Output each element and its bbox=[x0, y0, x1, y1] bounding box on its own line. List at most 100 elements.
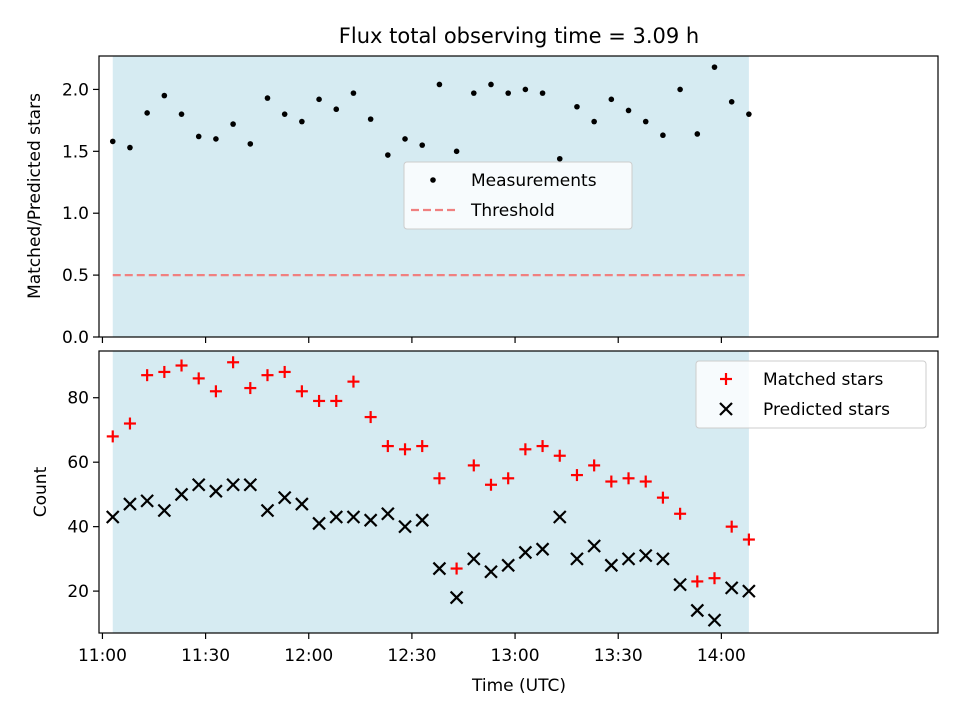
matched-star-point bbox=[227, 356, 240, 369]
matched-star-point bbox=[347, 375, 360, 388]
legend-matched-label: Matched stars bbox=[763, 370, 883, 390]
measurement-point bbox=[591, 118, 597, 125]
predicted-star-point bbox=[226, 477, 240, 492]
matched-star-point bbox=[553, 449, 566, 462]
top-ytick-label: 1.5 bbox=[62, 142, 89, 162]
measurement-point bbox=[127, 144, 133, 151]
top-ytick-label: 2.0 bbox=[62, 80, 89, 100]
predicted-star-point bbox=[690, 603, 705, 618]
predicted-star-point bbox=[467, 552, 481, 566]
top-legend-box bbox=[403, 161, 633, 230]
matched-star-point bbox=[605, 475, 618, 488]
matched-star-point bbox=[708, 572, 721, 585]
matched-star-point bbox=[450, 562, 463, 575]
top-ytick-label: 1.0 bbox=[62, 204, 89, 224]
predicted-star-point bbox=[312, 516, 326, 531]
measurement-point bbox=[213, 136, 219, 142]
matched-star-point bbox=[691, 575, 704, 588]
matched-star-point bbox=[622, 472, 635, 485]
measurement-point bbox=[402, 136, 408, 142]
top-axes-frame bbox=[98, 55, 939, 338]
legend-predicted-label: Predicted stars bbox=[763, 400, 890, 420]
top-panel: 0.00.51.01.52.0 Matched/Predicted stars … bbox=[25, 55, 939, 348]
matched-star-point bbox=[175, 359, 188, 372]
chart-title: Flux total observing time = 3.09 h bbox=[339, 24, 699, 48]
measurement-point bbox=[161, 92, 168, 99]
top-ylabel: Matched/Predicted stars bbox=[25, 93, 45, 299]
predicted-star-point bbox=[346, 510, 361, 524]
top-ytick-label: 0.0 bbox=[62, 328, 89, 348]
measurement-point bbox=[195, 133, 202, 140]
matched-star-point bbox=[141, 369, 154, 382]
matched-star-point bbox=[123, 417, 136, 430]
matched-star-point bbox=[244, 382, 257, 395]
bottom-ytick-label: 40 bbox=[67, 518, 89, 538]
matched-star-point bbox=[364, 411, 377, 424]
predicted-star-point bbox=[363, 513, 378, 527]
measurement-point bbox=[144, 110, 150, 116]
predicted-star-point bbox=[656, 552, 670, 566]
top-legend: Measurements Threshold bbox=[403, 161, 633, 230]
predicted-star-point bbox=[570, 552, 584, 566]
measurement-point bbox=[746, 111, 752, 117]
bottom-legend-box bbox=[695, 360, 927, 429]
measurement-point bbox=[539, 90, 546, 96]
measurement-point bbox=[470, 90, 477, 96]
measurement-point bbox=[230, 121, 236, 127]
matched-star-point bbox=[433, 472, 446, 485]
measurement-point bbox=[694, 131, 701, 137]
matched-star-point bbox=[399, 443, 412, 456]
predicted-star-point bbox=[260, 503, 275, 518]
measurement-point bbox=[109, 138, 116, 145]
matched-star-point bbox=[588, 459, 601, 472]
matched-star-point bbox=[261, 369, 274, 382]
predicted-star-point bbox=[501, 558, 515, 573]
measurement-point bbox=[522, 86, 529, 93]
measurement-point bbox=[299, 118, 305, 125]
matched-star-point bbox=[674, 507, 687, 520]
matched-star-point bbox=[278, 365, 291, 378]
predicted-star-point bbox=[243, 477, 258, 492]
matched-star-point bbox=[313, 394, 326, 407]
legend-measurements-marker bbox=[430, 177, 436, 183]
predicted-star-point bbox=[381, 506, 395, 521]
predicted-star-point bbox=[604, 558, 619, 573]
matched-star-point bbox=[330, 394, 343, 407]
measurement-point bbox=[247, 141, 254, 147]
legend-threshold-label: Threshold bbox=[470, 201, 555, 221]
measurement-point bbox=[453, 148, 460, 155]
bottom-legend: Matched stars Predicted stars bbox=[695, 360, 927, 429]
bottom-ytick-label: 20 bbox=[67, 582, 89, 602]
predicted-star-point bbox=[724, 581, 739, 595]
matched-star-point bbox=[158, 365, 171, 378]
matched-star-point bbox=[295, 385, 308, 398]
x-tick-label: 14:00 bbox=[697, 646, 746, 666]
bottom-ytick-label: 80 bbox=[67, 389, 89, 409]
bottom-panel: 20 40 60 80 11:00 11:30 12:00 12:30 13:00 13:30 1… bbox=[31, 350, 939, 696]
predicted-star-point bbox=[277, 490, 292, 505]
x-tick-label: 12:00 bbox=[284, 646, 333, 666]
matched-star-point bbox=[639, 475, 652, 488]
top-ytick-label: 0.5 bbox=[62, 266, 89, 286]
x-tick-label: 11:00 bbox=[78, 646, 127, 666]
measurement-point bbox=[728, 99, 735, 105]
matched-star-point bbox=[742, 533, 755, 546]
measurement-point bbox=[316, 96, 322, 103]
matched-star-point bbox=[502, 472, 515, 485]
predicted-star-point bbox=[105, 510, 120, 524]
measurement-point bbox=[711, 64, 718, 70]
measurement-point bbox=[488, 81, 494, 88]
measurement-point bbox=[419, 142, 426, 148]
legend-predicted-marker bbox=[719, 402, 733, 416]
x-tick-label: 12:30 bbox=[387, 646, 436, 666]
measurement-point bbox=[574, 103, 580, 110]
measurement-point bbox=[436, 81, 443, 88]
predicted-star-point bbox=[329, 510, 344, 524]
measurement-point bbox=[350, 90, 357, 96]
predicted-star-point bbox=[174, 487, 189, 502]
predicted-star-point bbox=[742, 584, 756, 598]
predicted-star-point bbox=[123, 497, 137, 511]
matched-star-point bbox=[536, 440, 549, 453]
predicted-star-point bbox=[295, 497, 309, 511]
